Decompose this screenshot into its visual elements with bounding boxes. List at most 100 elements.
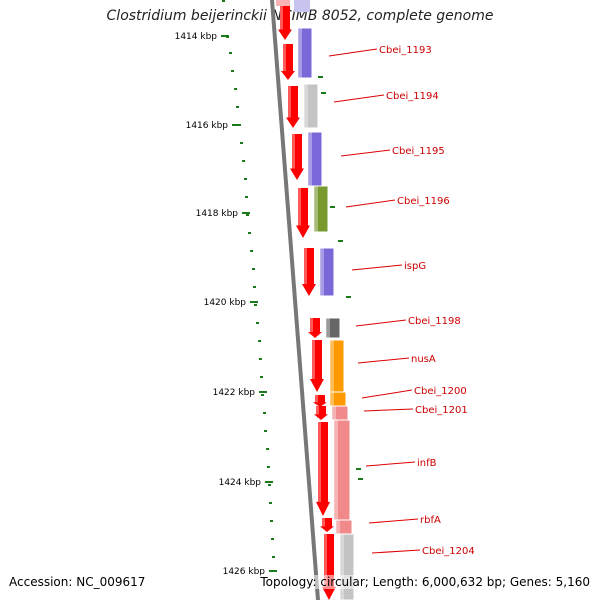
gc-skew-mark: [258, 340, 261, 342]
gene-label-leader: [351, 264, 403, 271]
gene-label-leader: [355, 319, 407, 327]
gene-block: [297, 27, 313, 79]
gc-skew-mark: [263, 412, 266, 414]
cds-arrow: [281, 44, 295, 80]
gene-label-leader: [328, 48, 378, 57]
gene-label: Cbei_1194: [386, 91, 439, 102]
cds-highlight: [322, 518, 325, 527]
gc-skew-mark: [330, 206, 335, 208]
gene-block: [325, 317, 341, 339]
cds-arrow: [290, 134, 304, 180]
gc-skew-mark: [234, 88, 237, 90]
gene-label: Cbei_1201: [415, 405, 468, 416]
gene-track: [294, 0, 355, 600]
cds-arrow: [308, 318, 322, 338]
gene-label-leader: [371, 549, 421, 554]
gene-label-leader: [368, 518, 419, 524]
cds-fragment: [276, 0, 290, 6]
cds-arrow: [316, 422, 330, 516]
gene-label-layer: Cbei_1193 Cbei_1194 Cbei_1195 Cbei_1196 ispG…: [328, 45, 475, 557]
gene-block-highlight: [299, 28, 302, 78]
cds-highlight: [310, 318, 313, 332]
gene-label-leader: [340, 149, 391, 157]
tick-label: 1418 kbp: [196, 209, 239, 219]
gc-skew-mark: [338, 240, 343, 242]
gene-label-leader: [345, 199, 396, 208]
gc-skew-mark: [222, 0, 225, 2]
cds-arrow: [313, 395, 327, 407]
gene-label-leader: [363, 408, 414, 412]
gc-skew-mark: [259, 358, 262, 360]
topology-summary: Topology: circular; Length: 6,000,632 bp…: [260, 575, 590, 589]
gene-block-highlight: [315, 186, 318, 232]
backbone-track: [270, 0, 320, 600]
cds-arrow: [302, 248, 316, 296]
gc-skew-mark: [246, 214, 249, 216]
gc-skew-mark: [254, 304, 257, 306]
gc-skew-mark: [250, 250, 253, 252]
tick-label: 1422 kbp: [213, 388, 256, 398]
gc-skew-mark: [229, 52, 232, 54]
cds-arrow: [320, 518, 334, 532]
gc-skew-mark: [266, 448, 269, 450]
accession-text: Accession: NC_009617: [9, 575, 146, 589]
gene-block-highlight: [331, 340, 334, 392]
gene-label-leader: [361, 389, 413, 399]
gc-skew-mark: [231, 70, 234, 72]
gene-block-fragment: [294, 0, 310, 12]
gc-skew-mark: [261, 394, 264, 396]
gc-skew-mark: [253, 286, 256, 288]
gc-skew-mark: [318, 76, 323, 78]
gene-label: nusA: [411, 354, 436, 365]
gc-skew-mark: [271, 538, 274, 540]
gene-label: Cbei_1198: [408, 316, 461, 327]
gene-block-highlight: [333, 406, 336, 420]
gc-skew-mark: [346, 296, 351, 298]
gc-skew-mark: [240, 142, 243, 144]
tick-label: 1424 kbp: [219, 478, 262, 488]
gc-skew-mark: [267, 466, 270, 468]
gene-label: rbfA: [420, 515, 441, 526]
cds-highlight: [318, 422, 321, 502]
gc-skew-mark: [272, 556, 275, 558]
cds-arrow: [286, 86, 300, 128]
gc-skew-mark: [248, 232, 251, 234]
gene-label: Cbei_1204: [422, 546, 475, 557]
gc-skew-mark: [358, 478, 363, 480]
cds-highlight: [312, 340, 315, 379]
gc-skew-mark: [260, 376, 263, 378]
gene-block-highlight: [321, 248, 324, 296]
gc-skew-mark: [264, 430, 267, 432]
gene-label: Cbei_1193: [379, 45, 432, 56]
gc-skew-mark: [244, 178, 247, 180]
cds-arrow: [310, 340, 324, 392]
gc-skew-mark: [268, 484, 271, 486]
cds-highlight: [315, 395, 318, 403]
gene-block: [319, 247, 335, 297]
cds-arrow: [278, 0, 292, 40]
tick-label: 1426 kbp: [223, 567, 266, 577]
gc-skew-mark: [252, 268, 255, 270]
tick-label: 1416 kbp: [186, 121, 229, 131]
gc-skew-mark: [245, 196, 248, 198]
gc-skew-mark: [269, 502, 272, 504]
gc-skew-mark: [242, 160, 245, 162]
gene-label: Cbei_1200: [414, 386, 467, 397]
gene-block-highlight: [341, 534, 344, 600]
gene-label-leader: [365, 461, 416, 467]
gene-block-highlight: [337, 520, 340, 534]
backbone-line: [270, 0, 320, 600]
gene-block-highlight: [309, 132, 312, 186]
gc-skew-track: [222, 0, 363, 558]
tick-label: 1420 kbp: [204, 298, 247, 308]
page-title: Clostridium beijerinckii NCIMB 8052, com…: [106, 8, 494, 24]
gene-label: Cbei_1195: [392, 146, 445, 157]
gene-block: [313, 185, 329, 233]
gene-label: infB: [417, 458, 437, 469]
gc-skew-mark: [270, 520, 273, 522]
cds-highlight: [280, 0, 283, 30]
gc-skew-mark: [236, 106, 239, 108]
cds-highlight: [283, 44, 286, 71]
cds-highlight: [316, 406, 319, 415]
